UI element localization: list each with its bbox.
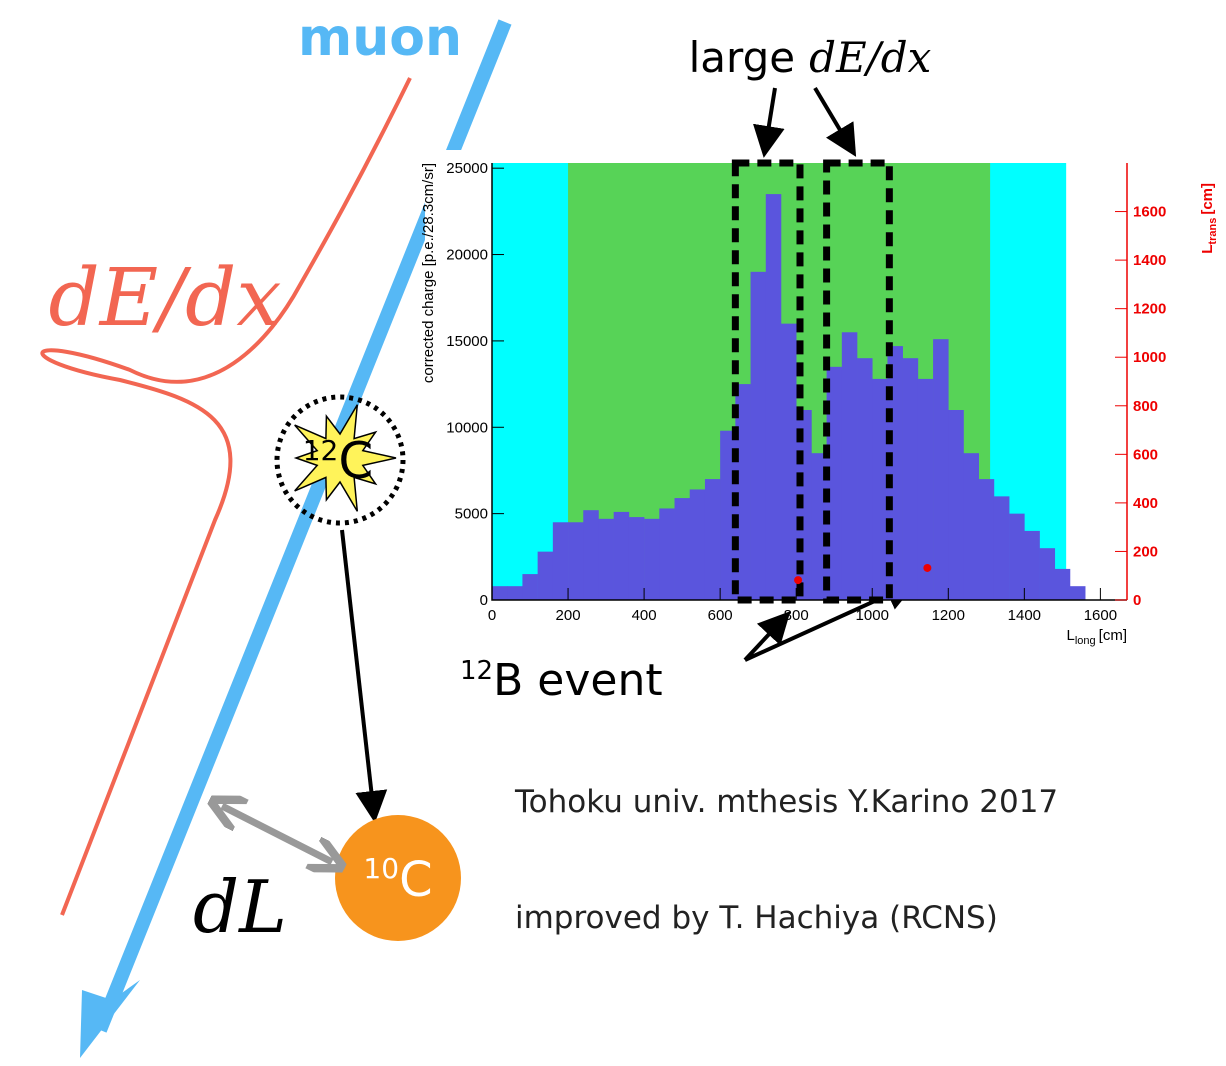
y2-tick-label: 200: [1133, 543, 1158, 560]
bar: [1024, 531, 1040, 600]
y-tick-label: 25000: [446, 160, 488, 177]
bar: [522, 574, 538, 600]
bar: [994, 496, 1010, 600]
dl-arrow: [222, 806, 332, 862]
bar: [903, 358, 919, 600]
y2-tick-label: 400: [1133, 495, 1158, 512]
bar: [1055, 569, 1071, 600]
point: [923, 564, 931, 572]
c10-mass: 10: [363, 852, 399, 885]
bar: [751, 272, 767, 600]
y-tick-label: 5000: [455, 506, 488, 523]
slide: muon dE/dx 12C 10C dL largedE/dx 12B eve…: [0, 0, 1226, 1066]
bar: [583, 510, 599, 600]
x-tick-label: 200: [556, 607, 581, 624]
bar: [644, 519, 660, 600]
x-tick-label: 600: [708, 607, 733, 624]
point: [794, 576, 802, 584]
x-tick-label: 1400: [1008, 607, 1041, 624]
x-tick-label: 800: [784, 607, 809, 624]
y-tick-label: 0: [480, 592, 488, 609]
c12-element: C: [338, 432, 373, 490]
y2-tick-label: 1200: [1133, 301, 1166, 318]
y2-tick-label: 1400: [1133, 252, 1166, 269]
credit: Tohoku univ. mthesis Y.Karino 2017: [514, 784, 1058, 820]
large-dedx: dE/dx: [809, 33, 932, 82]
dedx-label: dE/dx: [49, 251, 282, 344]
b12-text: B event: [493, 655, 663, 706]
b12-mass: 12: [460, 656, 493, 686]
c10-element: C: [399, 852, 433, 908]
y-tick-label: 10000: [446, 419, 488, 436]
y2-axis-label-symbol: L: [1199, 245, 1216, 254]
x-tick-label: 1000: [856, 607, 889, 624]
bar: [872, 379, 888, 600]
bar: [933, 339, 949, 600]
bar: [598, 519, 614, 600]
bar: [553, 522, 569, 600]
y2-tick-label: 600: [1133, 446, 1158, 463]
y-tick-label: 20000: [446, 247, 488, 264]
large-label: large dE/dx: [689, 33, 932, 82]
bar: [979, 479, 995, 600]
bar: [568, 522, 584, 600]
large-word: large: [689, 33, 795, 82]
y2-axis-label-unit: [cm]: [1199, 183, 1216, 215]
y-axis-label: corrected charge [p.e./28.3cm/sr]: [420, 163, 437, 383]
large-arrow: [815, 88, 852, 150]
y2-tick-label: 1600: [1133, 204, 1166, 221]
bar: [766, 194, 782, 600]
x-tick-label: 1600: [1084, 607, 1117, 624]
y-tick-label: 15000: [446, 333, 488, 350]
bar: [492, 586, 508, 600]
decay-arrow: [342, 530, 374, 815]
y2-axis-label-subscript: trans: [1207, 218, 1219, 245]
large-arrow: [765, 88, 775, 150]
bar: [1009, 514, 1025, 600]
bar: [781, 324, 797, 600]
bar: [614, 512, 630, 600]
x-tick-label: 1200: [932, 607, 965, 624]
y2-tick-label: 800: [1133, 398, 1158, 415]
bar: [842, 332, 858, 600]
bar: [538, 552, 554, 600]
x-tick-label: 400: [632, 607, 657, 624]
bar: [948, 410, 964, 600]
dl-label: dL: [193, 865, 287, 949]
c12-mass: 12: [303, 434, 339, 467]
bar: [857, 358, 873, 600]
bar: [705, 479, 721, 600]
bar: [1040, 548, 1056, 600]
y2-axis-label: Ltrans [cm]: [1199, 183, 1219, 254]
bar: [507, 586, 523, 600]
bar: [690, 489, 706, 600]
bar: [675, 498, 691, 600]
bar: [659, 508, 675, 600]
x-axis-label-symbol: L: [1067, 627, 1075, 644]
muon-label: muon: [298, 8, 462, 68]
y2-tick-label: 0: [1133, 592, 1141, 609]
x-axis-label-unit: [cm]: [1099, 627, 1127, 644]
x-tick-label: 0: [488, 607, 496, 624]
bar: [887, 346, 903, 600]
bar: [1070, 586, 1086, 600]
bar: [963, 453, 979, 600]
x-axis-label-subscript: long: [1075, 635, 1096, 647]
improved-credit: improved by T. Hachiya (RCNS): [515, 900, 998, 936]
bar: [629, 517, 645, 600]
y2-tick-label: 1000: [1133, 349, 1166, 366]
b12-label: 12B event: [460, 655, 663, 706]
